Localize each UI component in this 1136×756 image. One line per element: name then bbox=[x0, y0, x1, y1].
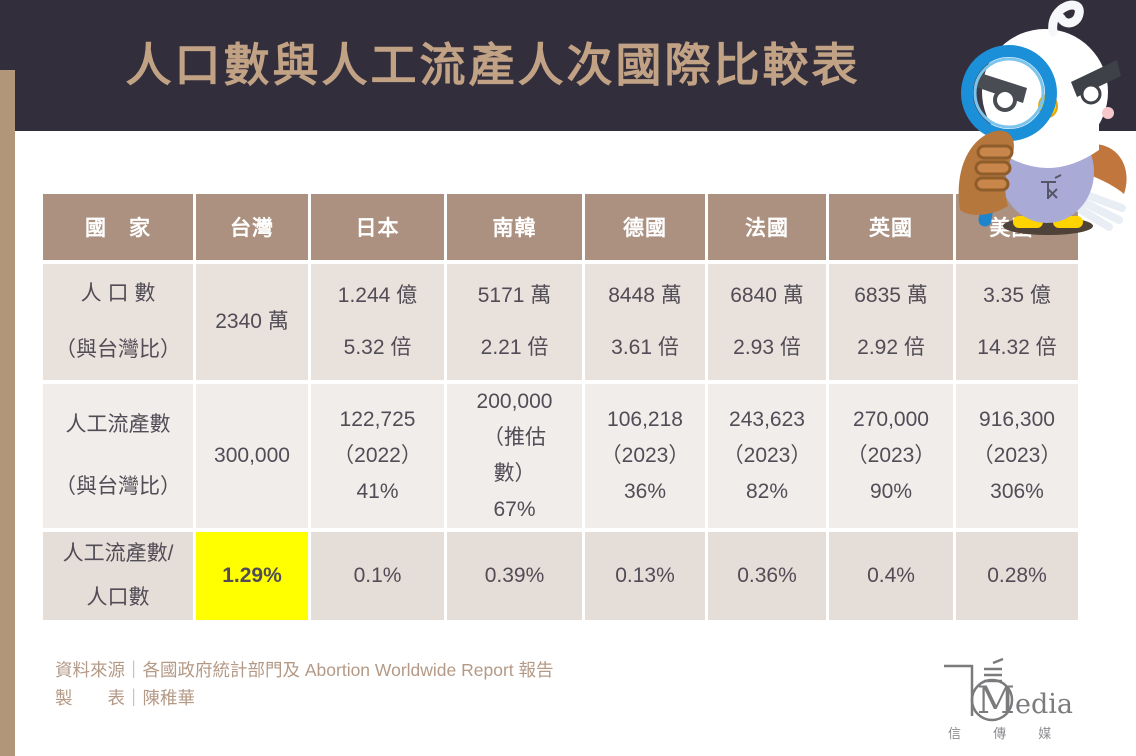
mascot-neck-bib bbox=[997, 124, 1099, 168]
mascot-arm-hand bbox=[958, 130, 1014, 215]
cell-population-southkorea: 5171 萬 2.21 倍 bbox=[447, 264, 582, 380]
mascot-left-eye bbox=[973, 72, 1027, 112]
cell-ratio-germany: 0.13% bbox=[585, 532, 705, 620]
mascot-chest-emblem bbox=[1041, 174, 1062, 199]
mascot-tail-feathers bbox=[1077, 190, 1126, 231]
mascot-hair-curl bbox=[1048, 0, 1084, 37]
comparison-table: 國 家 台灣 日本 南韓 德國 法國 英國 美國 人 口 數 （與台灣比） 23… bbox=[40, 190, 1081, 624]
row-ratio: 人工流產數/ 人口數 1.29% 0.1% 0.39% 0.13% 0.36% … bbox=[43, 532, 1078, 620]
source-line: 資料來源｜各國政府統計部門及 Abortion Worldwide Report… bbox=[55, 660, 554, 680]
cmedia-logo-m: M bbox=[977, 679, 1015, 722]
mascot-blush bbox=[1102, 107, 1114, 119]
row-label-population: 人 口 數 （與台灣比） bbox=[43, 264, 193, 380]
col-header-japan: 日本 bbox=[311, 194, 444, 260]
col-header-southkorea: 南韓 bbox=[447, 194, 582, 260]
col-header-uk: 英國 bbox=[829, 194, 953, 260]
col-header-germany: 德國 bbox=[585, 194, 705, 260]
cell-ratio-usa: 0.28% bbox=[956, 532, 1078, 620]
cell-abortions-usa: 916,300 （2023） 306% bbox=[956, 384, 1078, 528]
cell-population-germany: 8448 萬 3.61 倍 bbox=[585, 264, 705, 380]
row-abortions: 人工流產數 （與台灣比） 300,000 122,725 （2022） 41% … bbox=[43, 384, 1078, 528]
page-title: 人口數與人工流產人次國際比較表 bbox=[125, 39, 861, 91]
cell-population-taiwan: 2340 萬 bbox=[196, 264, 308, 380]
left-accent-stripe bbox=[0, 70, 15, 756]
cmedia-logo-cjk: 信 傳 媒 bbox=[948, 727, 1065, 742]
row-label-abortions: 人工流產數 （與台灣比） bbox=[43, 384, 193, 528]
cell-abortions-japan: 122,725 （2022） 41% bbox=[311, 384, 444, 528]
cell-ratio-japan: 0.1% bbox=[311, 532, 444, 620]
cell-population-usa: 3.35 億 14.32 倍 bbox=[956, 264, 1078, 380]
cell-ratio-taiwan-highlighted: 1.29% bbox=[196, 532, 308, 620]
cmedia-logo: M edia 信 傳 媒 bbox=[944, 657, 1073, 742]
cmedia-logo-edia: edia bbox=[1015, 689, 1073, 720]
row-population: 人 口 數 （與台灣比） 2340 萬 1.244 億 5.32 倍 5171 … bbox=[43, 264, 1078, 380]
cell-ratio-uk: 0.4% bbox=[829, 532, 953, 620]
mascot-right-eye bbox=[1071, 60, 1121, 105]
cell-population-japan: 1.244 億 5.32 倍 bbox=[311, 264, 444, 380]
cell-ratio-france: 0.36% bbox=[708, 532, 826, 620]
credit-line: 製 表｜陳稚華 bbox=[55, 688, 195, 708]
cell-population-uk: 6835 萬 2.92 倍 bbox=[829, 264, 953, 380]
col-header-country: 國 家 bbox=[43, 194, 193, 260]
col-header-france: 法國 bbox=[708, 194, 826, 260]
cell-abortions-southkorea: 200,000 （推估 數） 67% bbox=[447, 384, 582, 528]
cmedia-logo-mark bbox=[944, 657, 1014, 722]
footer-credits: 資料來源｜各國政府統計部門及 Abortion Worldwide Report… bbox=[55, 656, 554, 712]
row-label-ratio: 人工流產數/ 人口數 bbox=[43, 532, 193, 620]
cell-population-france: 6840 萬 2.93 倍 bbox=[708, 264, 826, 380]
col-header-taiwan: 台灣 bbox=[196, 194, 308, 260]
header-row: 國 家 台灣 日本 南韓 德國 法國 英國 美國 bbox=[43, 194, 1078, 260]
cell-ratio-southkorea: 0.39% bbox=[447, 532, 582, 620]
cell-abortions-taiwan: 300,000 bbox=[196, 384, 308, 528]
cell-abortions-germany: 106,218 （2023） 36% bbox=[585, 384, 705, 528]
cell-abortions-uk: 270,000 （2023） 90% bbox=[829, 384, 953, 528]
title-banner: 人口數與人工流產人次國際比較表 bbox=[0, 0, 1136, 131]
mascot-eagle-magnifier-illustration bbox=[958, 0, 1127, 235]
cell-abortions-france: 243,623 （2023） 82% bbox=[708, 384, 826, 528]
